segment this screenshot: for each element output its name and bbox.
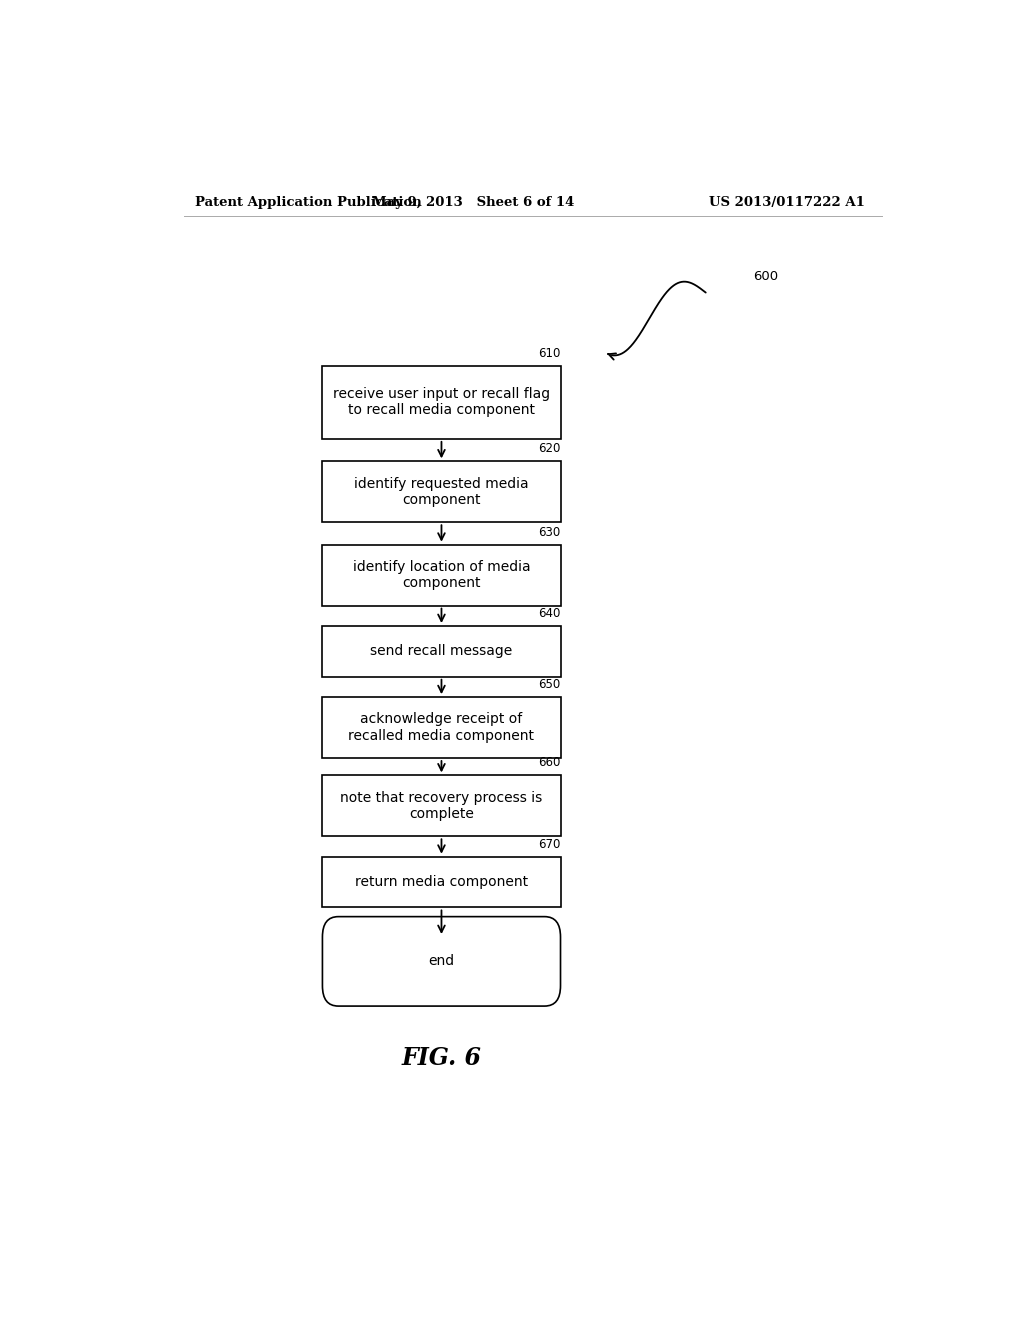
Text: receive user input or recall flag
to recall media component: receive user input or recall flag to rec…	[333, 387, 550, 417]
FancyBboxPatch shape	[323, 461, 560, 523]
Text: return media component: return media component	[355, 875, 528, 890]
Text: note that recovery process is
complete: note that recovery process is complete	[340, 791, 543, 821]
FancyBboxPatch shape	[323, 697, 560, 758]
Text: 610: 610	[539, 347, 560, 359]
FancyBboxPatch shape	[323, 545, 560, 606]
Text: acknowledge receipt of
recalled media component: acknowledge receipt of recalled media co…	[348, 713, 535, 743]
FancyBboxPatch shape	[323, 775, 560, 837]
Text: 660: 660	[539, 756, 560, 770]
FancyBboxPatch shape	[323, 857, 560, 907]
Text: 650: 650	[539, 678, 560, 690]
Text: end: end	[428, 954, 455, 969]
Text: May 9, 2013   Sheet 6 of 14: May 9, 2013 Sheet 6 of 14	[372, 195, 574, 209]
FancyBboxPatch shape	[323, 916, 560, 1006]
Text: US 2013/0117222 A1: US 2013/0117222 A1	[709, 195, 864, 209]
Text: 640: 640	[539, 607, 560, 620]
Text: 630: 630	[539, 525, 560, 539]
Text: Patent Application Publication: Patent Application Publication	[196, 195, 422, 209]
Text: identify location of media
component: identify location of media component	[352, 560, 530, 590]
Text: identify requested media
component: identify requested media component	[354, 477, 528, 507]
Text: 600: 600	[754, 271, 778, 284]
FancyBboxPatch shape	[323, 366, 560, 440]
Text: send recall message: send recall message	[371, 644, 513, 659]
FancyBboxPatch shape	[323, 626, 560, 677]
Text: 670: 670	[539, 838, 560, 850]
Text: 620: 620	[539, 442, 560, 455]
Text: FIG. 6: FIG. 6	[401, 1045, 481, 1071]
